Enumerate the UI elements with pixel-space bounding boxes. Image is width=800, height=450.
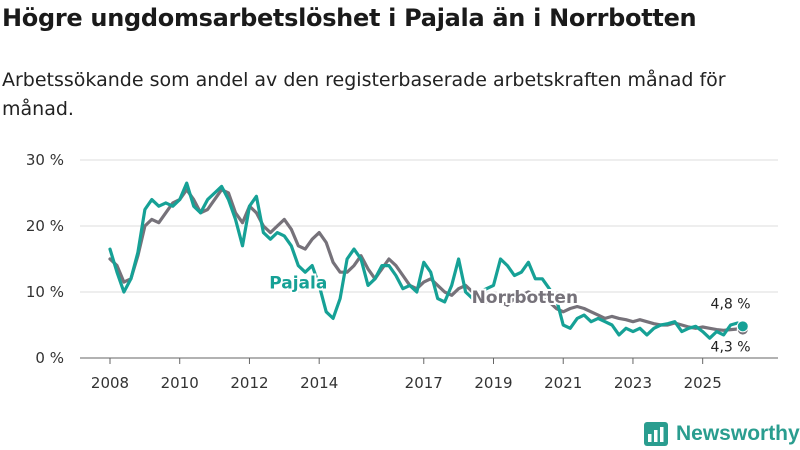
x-tick-label: 2010 [161,374,199,392]
series-line-pajala [108,181,745,340]
y-tick-label: 10 % [26,283,64,301]
y-tick-label: 0 % [35,349,64,367]
series-label-norrbotten: Norrbotten [472,288,578,308]
chart-title: Högre ungdomsarbetslöshet i Pajala än i … [2,4,697,32]
brand-name: Newsworthy [676,422,800,445]
x-tick-label: 2012 [230,374,268,392]
series-label-pajala: Pajala [269,274,327,294]
bar-chart-icon [644,422,668,446]
x-tick-label: 2021 [544,374,582,392]
x-tick-label: 2025 [684,374,722,392]
x-tick-label: 2019 [474,374,512,392]
series-line-norrbotten [108,188,745,332]
x-axis: 2008 2010 2012 2014 2017 2019 2021 2023 2025 [91,358,722,392]
chart-subtitle: Arbetssökande som andel av den registerb… [2,69,726,120]
y-tick-label: 20 % [26,217,64,235]
series-end-point-pajala [736,320,749,333]
end-value-label-pajala: 4,8 % [711,297,751,313]
gridlines [80,159,778,359]
series-lines [108,181,749,340]
series-labels: Norrbotten 4,3 % Pajala 4,8 % [267,272,752,357]
x-tick-label: 2014 [300,374,338,392]
y-tick-label: 30 % [26,151,64,169]
x-tick-label: 2017 [405,374,443,392]
brand-logo: Newsworthy [644,420,800,448]
y-axis: 0 % 10 % 20 % 30 % [26,151,64,367]
end-value-label-norrbotten: 4,3 % [711,339,751,355]
x-tick-label: 2023 [614,374,652,392]
x-tick-label: 2008 [91,374,129,392]
